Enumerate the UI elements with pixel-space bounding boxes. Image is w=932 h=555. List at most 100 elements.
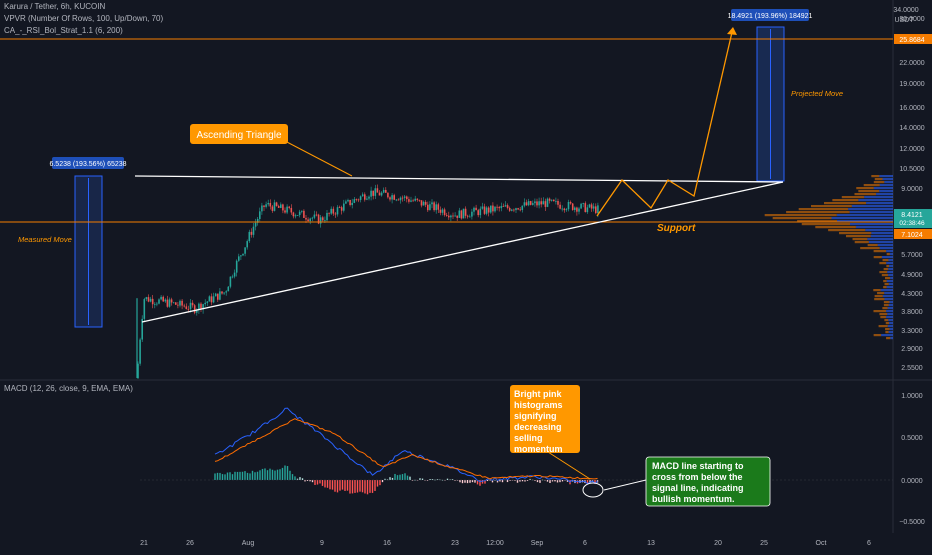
volume-profile-down-bar — [839, 232, 872, 235]
pink-histogram-callout[interactable] — [510, 385, 580, 453]
projected-move-label: Projected Move — [791, 89, 843, 98]
macd-histogram-bar — [459, 480, 461, 483]
pink-callout-line: selling — [514, 433, 543, 443]
macd-histogram-bar — [346, 480, 349, 491]
macd-histogram-bar — [556, 480, 559, 483]
macd-histogram-bar — [301, 478, 304, 480]
volume-profile-down-bar — [841, 196, 865, 199]
macd-histogram-bar — [501, 480, 504, 483]
macd-histogram-bar — [286, 466, 289, 480]
macd-histogram-bar — [476, 480, 479, 485]
candle-body — [487, 207, 490, 213]
candle-body — [553, 199, 555, 202]
candle-body — [466, 215, 469, 217]
candle-body — [592, 206, 595, 209]
macd-histogram-bar — [594, 480, 596, 484]
time-tick: 16 — [383, 540, 391, 547]
volume-profile-up-bar — [880, 289, 893, 292]
macd-histogram-bar — [296, 478, 299, 480]
macd-histogram-bar — [564, 480, 566, 481]
candle-body — [303, 210, 305, 218]
candle-body — [506, 205, 509, 208]
volume-profile-up-bar — [882, 178, 893, 181]
candle-body — [410, 200, 412, 202]
candle-body — [523, 202, 526, 206]
candle-body — [429, 204, 431, 211]
macd-histogram-bar — [314, 480, 316, 485]
volume-profile-up-bar — [879, 190, 893, 193]
candle-body — [219, 291, 221, 300]
candle-body — [513, 209, 515, 211]
candle-body — [462, 208, 465, 219]
current-price-tag — [894, 209, 932, 228]
macd-histogram-bar — [246, 472, 249, 480]
triangle-support-line[interactable] — [141, 181, 784, 323]
macd-histogram-bar — [516, 480, 519, 483]
candle-body — [198, 303, 200, 310]
volume-profile-up-bar — [886, 250, 893, 253]
candle-body — [519, 209, 521, 211]
volume-profile-up-bar — [888, 259, 893, 262]
candle-body — [550, 199, 553, 201]
measured-move-label: Measured Move — [18, 235, 72, 244]
macd-histogram-bar — [304, 480, 306, 482]
candle-body — [437, 204, 440, 210]
volume-profile-down-bar — [797, 220, 838, 223]
candle-body — [477, 210, 479, 216]
volume-profile-up-bar — [887, 313, 893, 316]
volume-profile-up-bar — [889, 301, 893, 304]
candle-body — [311, 217, 314, 219]
candle-body — [280, 204, 282, 208]
macd-histogram-bar — [391, 477, 394, 480]
time-axis[interactable]: 21 26 Aug 9 16 23 12:00 Sep 6 13 20 25 O… — [140, 540, 871, 547]
candle-body — [380, 192, 383, 196]
macd-legend[interactable]: MACD (12, 26, close, 9, EMA, EMA) — [4, 384, 133, 393]
macd-histogram-bar — [354, 480, 356, 493]
candle-body — [145, 297, 148, 300]
candle-body — [185, 306, 188, 309]
volume-profile-up-bar — [876, 193, 893, 196]
volume-profile-down-bar — [828, 229, 866, 232]
vpvr-legend[interactable]: VPVR (Number Of Rows, 100, Up/Down, 70) — [4, 14, 164, 23]
candle-body — [319, 217, 322, 224]
candle-body — [240, 255, 242, 257]
macd-histogram-bar — [336, 480, 339, 493]
candle-body — [427, 204, 429, 211]
macd-histogram-bar — [291, 474, 294, 480]
macd-axis[interactable]: 1.0000 0.5000 0.0000 −0.5000 — [899, 393, 925, 526]
macd-histogram-bar — [414, 479, 416, 481]
ascending-triangle-callout[interactable] — [190, 124, 288, 144]
macd-histogram-bar — [521, 480, 524, 482]
volume-profile-down-bar — [764, 214, 837, 217]
volume-profile-down-bar — [871, 175, 880, 178]
candle-body — [532, 203, 534, 205]
projection-path[interactable] — [596, 27, 734, 217]
candle-body — [485, 207, 488, 214]
macd-histogram-bar — [579, 480, 581, 483]
macd-histogram-bar — [389, 477, 391, 480]
candle-body — [170, 299, 173, 303]
resistance-price-tag — [894, 34, 932, 44]
macd-histogram-bar — [229, 472, 231, 480]
candle-body — [177, 304, 179, 306]
macd-histogram-bar — [586, 480, 589, 485]
volume-profile-up-bar — [886, 310, 893, 313]
macd-histogram-bar — [559, 480, 561, 483]
candle-body — [588, 204, 591, 208]
candle-body — [443, 209, 446, 216]
macd-histogram-bar — [526, 480, 529, 481]
triangle-resistance-line[interactable] — [134, 175, 784, 183]
macd-histogram-bar — [451, 479, 454, 480]
volume-profile-up-bar — [888, 304, 893, 307]
strategy-legend[interactable]: CA_-_RSI_Bol_Strat_1.1 (6, 200) — [4, 26, 123, 35]
volume-profile-up-bar — [887, 271, 893, 274]
measured-move-value: 6.5238 (193.56%) 65238 — [49, 161, 126, 168]
candle-body — [147, 297, 150, 302]
macd-cross-callout[interactable] — [645, 456, 771, 507]
price-axis[interactable]: 34.0000 USDT 30.0000 22.0000 19.0000 16.… — [893, 7, 932, 372]
candle-body — [439, 209, 442, 213]
macd-histogram-bar — [236, 471, 239, 480]
symbol-legend[interactable]: Karura / Tether, 6h, KUCOIN — [4, 2, 106, 11]
